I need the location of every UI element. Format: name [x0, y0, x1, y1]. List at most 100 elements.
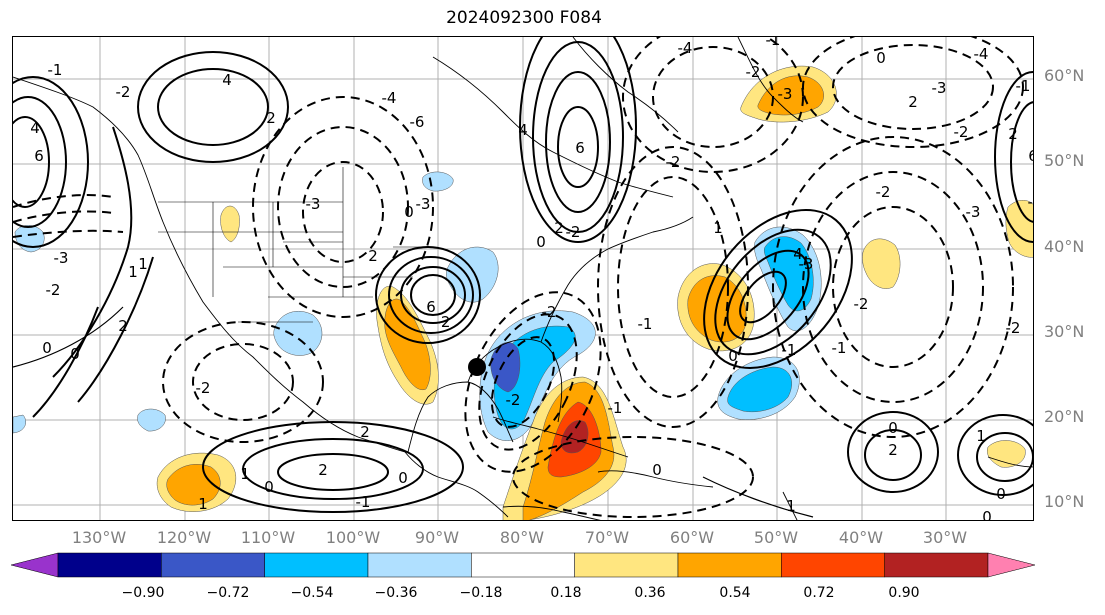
- colorbar-segment: [161, 552, 265, 578]
- contour-label: 6: [34, 147, 44, 165]
- contour-label: -1: [608, 399, 623, 417]
- negative-contours: [13, 37, 1024, 518]
- state-borders: [158, 167, 433, 323]
- shade-blue-mexico: [273, 311, 323, 356]
- shade-orange-pacific: [166, 464, 221, 506]
- contour-label: 2: [318, 461, 328, 479]
- contour-label: -2: [46, 281, 61, 299]
- lat-label: 40°N: [1044, 237, 1085, 256]
- contour-label: -2: [876, 183, 891, 201]
- contour-label: 0: [888, 419, 898, 437]
- contour-label: 0: [982, 508, 992, 521]
- colorbar-segment: [57, 552, 162, 578]
- contour-label: 4: [518, 121, 528, 139]
- contour-label: -1: [48, 61, 63, 79]
- contour-label: 0: [876, 49, 886, 67]
- lon-label: 50°W: [753, 528, 799, 547]
- colorbar-tick-label: 0.90: [888, 585, 920, 601]
- contour-label: -1: [356, 493, 371, 511]
- contour-label: -4: [1028, 193, 1034, 211]
- map-title: 2024092300 F084: [446, 8, 602, 28]
- contour-label: 0: [536, 233, 546, 251]
- contour-label: -2: [196, 379, 211, 397]
- contour-label: 4: [222, 71, 232, 89]
- contour-label: 2: [118, 317, 128, 335]
- contour-label: -6: [410, 113, 425, 131]
- lon-label: 110°W: [240, 528, 296, 547]
- colorbar-segment: [264, 552, 369, 578]
- contour-label: -2: [666, 153, 681, 171]
- shade-yellow-africa: [987, 440, 1026, 468]
- contour-label: 2: [1008, 125, 1018, 143]
- lon-label: 80°W: [499, 528, 545, 547]
- lat-label: 20°N: [1044, 407, 1085, 426]
- shade-darkred-caribbean: [560, 420, 589, 454]
- shade-blue-atlantic-small: [13, 414, 26, 434]
- lat-label: 10°N: [1044, 492, 1085, 511]
- colorbar-tick-label: −0.90: [121, 585, 165, 601]
- colorbar-tick-label: 0.54: [719, 585, 751, 601]
- lon-label: 70°W: [584, 528, 630, 547]
- contour-label: -3: [966, 203, 981, 221]
- contour-label: 0: [264, 478, 274, 496]
- contour-label: -2: [746, 63, 761, 81]
- colorbar-segment: [367, 552, 472, 578]
- contour-label: 0: [652, 461, 662, 479]
- contour-label: -1: [782, 341, 797, 359]
- lon-label: 130°W: [71, 528, 127, 547]
- contour-label: 6: [1028, 147, 1034, 165]
- colorbar-segment: [471, 552, 575, 578]
- contour-label: 1: [786, 497, 796, 515]
- contour-label: 2: [888, 441, 898, 459]
- contour-label: -2: [436, 313, 451, 331]
- contour-label: 2: [266, 109, 276, 127]
- contour-label: -2: [506, 391, 521, 409]
- shade-orange-texas: [384, 298, 431, 391]
- contour-label: -3: [778, 85, 793, 103]
- contour-label: 6: [575, 139, 585, 157]
- contour-label: 1: [138, 255, 148, 273]
- contour-label: 6: [426, 298, 436, 316]
- contour-labels: -1 -3 -4 -6 -3 -4 -3 -3 -2 -1 -2 -1 -2 -…: [30, 37, 1034, 521]
- lon-label: 60°W: [669, 528, 715, 547]
- colorbar-extend-high: [987, 552, 1036, 578]
- contour-label: -3: [54, 249, 69, 267]
- map-panel[interactable]: -1 -3 -4 -6 -3 -4 -3 -3 -2 -1 -2 -1 -2 -…: [12, 36, 1034, 521]
- contour-label: -2: [854, 295, 869, 313]
- shade-orange-greenland: [757, 75, 824, 116]
- colorbar-tick-label: −0.54: [290, 585, 334, 601]
- contour-label: -2: [542, 303, 557, 321]
- colorbar-tick-label: −0.36: [374, 585, 418, 601]
- contour-label: -4: [974, 45, 989, 63]
- colorbar-segment: [574, 552, 679, 578]
- lon-label: 30°W: [922, 528, 968, 547]
- contour-label: -3: [932, 79, 947, 97]
- contour-label: 1: [976, 427, 986, 445]
- colorbar-segment: [677, 552, 782, 578]
- contour-label: 2: [554, 219, 564, 237]
- shade-blue-pacific-s: [137, 408, 166, 432]
- colorbar: [10, 552, 1036, 578]
- contour-label: -2: [954, 123, 969, 141]
- contour-label: -1: [1016, 77, 1031, 95]
- lat-label: 30°N: [1044, 322, 1085, 341]
- shade-yellow-east: [862, 238, 901, 289]
- contour-label: -3: [416, 195, 431, 213]
- contour-label: -3: [306, 195, 321, 213]
- contour-label: 1: [713, 219, 723, 237]
- shade-yellow-farright: [1005, 200, 1033, 258]
- contour-label: -4: [678, 39, 693, 57]
- colorbar-extend-low: [10, 552, 59, 578]
- colorbar-segment: [781, 552, 885, 578]
- colorbar-tick-label: −0.18: [459, 585, 503, 601]
- lon-label: 40°W: [838, 528, 884, 547]
- contour-label: 4: [30, 119, 40, 137]
- contour-label: 0: [996, 485, 1006, 503]
- contour-label: 0: [70, 345, 80, 363]
- lat-label: 60°N: [1044, 66, 1085, 85]
- map-canvas: -1 -3 -4 -6 -3 -4 -3 -3 -2 -1 -2 -1 -2 -…: [13, 37, 1034, 521]
- contour-label: 0: [728, 347, 738, 365]
- contour-label: 1: [198, 495, 208, 513]
- contour-label: 4: [793, 245, 803, 263]
- contour-label: 0: [404, 203, 414, 221]
